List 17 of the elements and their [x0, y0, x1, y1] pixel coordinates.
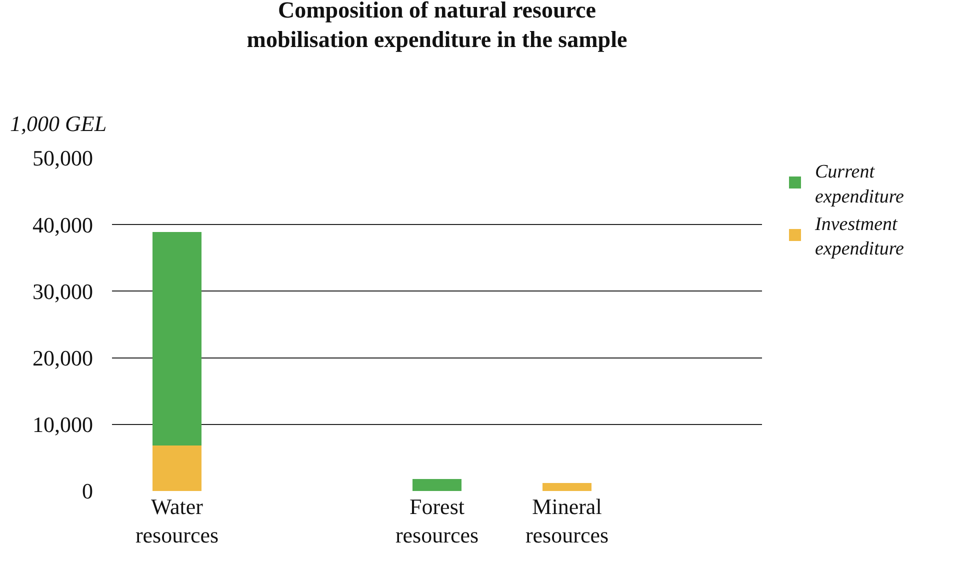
x-tick-label: Mineral resources	[525, 494, 609, 548]
bar	[152, 232, 202, 446]
chart-title: Composition of natural resource mobilisation expenditure in the sample	[246, 0, 628, 52]
bar	[542, 483, 592, 491]
y-tick-label: 40,000	[32, 212, 93, 238]
x-tick-label: Water resources	[135, 494, 219, 548]
x-tick-label: Forest resources	[395, 494, 479, 548]
legend-label: Investment expenditure	[814, 214, 904, 260]
bar	[412, 479, 462, 491]
bar	[152, 446, 202, 491]
y-tick-label: 20,000	[32, 346, 93, 370]
legend-label: Current expenditure	[815, 162, 904, 208]
y-tick-label: 0	[82, 478, 93, 504]
y-tick-label: 10,000	[32, 412, 93, 438]
y-axis-title: 1,000 GEL	[10, 111, 107, 136]
y-tick-label: 50,000	[32, 146, 93, 171]
y-tick-label: 30,000	[32, 278, 93, 304]
